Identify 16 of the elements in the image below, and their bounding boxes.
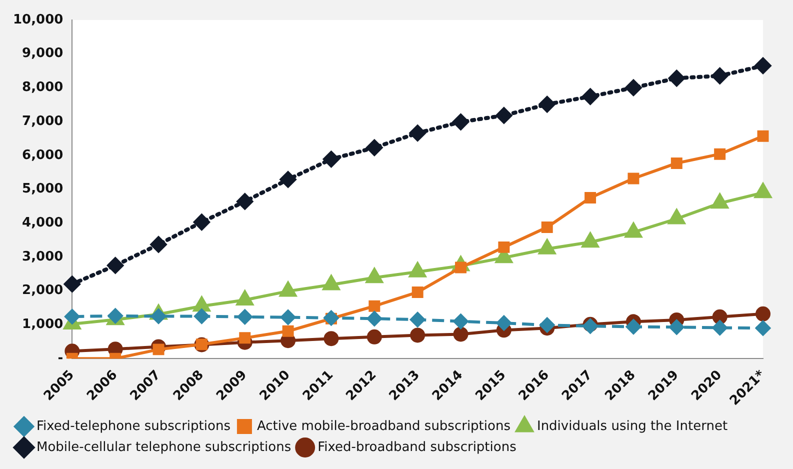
y-tick-label: 1,000 xyxy=(22,317,64,332)
legend-label: Individuals using the Internet xyxy=(536,418,728,434)
y-tick-label: 10,000 xyxy=(12,12,64,28)
legend-label: Fixed-broadband subscriptions xyxy=(318,440,517,455)
y-tick-label: - xyxy=(58,350,64,366)
y-tick-label: 9,000 xyxy=(22,46,64,62)
y-tick-label: 5,000 xyxy=(22,182,64,197)
y-tick-label: 3,000 xyxy=(22,249,64,264)
y-tick-label: 7,000 xyxy=(22,114,64,129)
y-tick-label: 2,000 xyxy=(22,283,64,298)
y-tick-label: 8,000 xyxy=(22,80,64,96)
y-tick-label: 6,000 xyxy=(22,148,64,163)
legend-label: Fixed-telephone subscriptions xyxy=(36,418,231,434)
legend-label: Active mobile-broadband subscriptions xyxy=(256,418,511,434)
y-tick-label: 4,000 xyxy=(22,216,64,231)
legend-label: Mobile-cellular telephone subscriptions xyxy=(36,440,292,455)
